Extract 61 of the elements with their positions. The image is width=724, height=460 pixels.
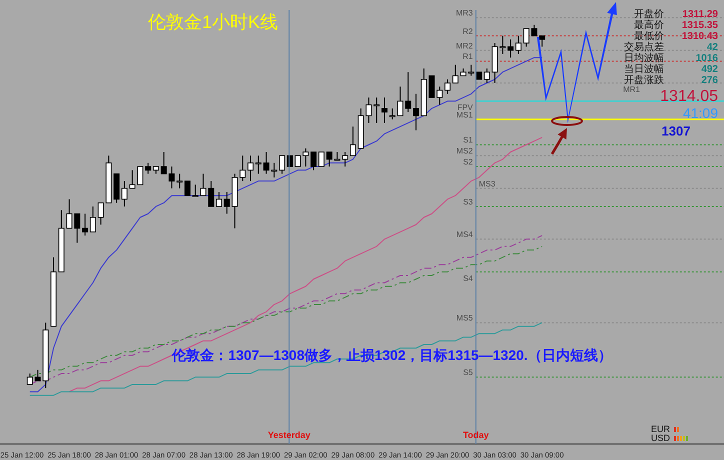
ref-line-label: MR1 <box>623 85 641 94</box>
ref-line-label: MS3 <box>478 179 496 188</box>
text: 1310.43 <box>682 31 718 42</box>
candlestick <box>176 173 183 189</box>
text: 1311.29 <box>682 9 718 20</box>
ref-line-label: MR3 <box>456 8 474 18</box>
text: 42 <box>706 42 718 53</box>
text: 交易点差 <box>624 41 664 53</box>
ref-line-label: MS4 <box>456 230 474 240</box>
text: USD <box>650 433 670 443</box>
candlestick <box>216 191 222 207</box>
text: Today <box>462 430 489 440</box>
candlestick <box>515 35 522 54</box>
candlestick <box>350 126 356 156</box>
candlestick <box>484 68 490 84</box>
ref-line-label: MS1 <box>456 110 474 120</box>
candlestick <box>318 152 324 167</box>
ref-line-label: FPV <box>457 103 474 112</box>
ref-line-label: MS2 <box>456 146 474 156</box>
ref-line-label: R2 <box>462 26 474 36</box>
candlestick <box>208 180 214 207</box>
candlestick <box>444 78 451 94</box>
ref-line-label: S4 <box>463 274 474 283</box>
candlestick <box>508 38 514 58</box>
text: EUR <box>650 424 670 434</box>
candlestick <box>405 72 412 113</box>
candlestick <box>248 155 254 182</box>
text: 开盘价 <box>634 8 664 20</box>
candlestick <box>310 152 317 171</box>
ref-line-label: S2 <box>463 158 474 167</box>
candlestick <box>145 162 152 174</box>
text: 492 <box>701 64 718 75</box>
text: 276 <box>701 75 718 86</box>
candlestick <box>279 155 286 174</box>
candlestick <box>26 373 33 385</box>
candlestick <box>452 64 458 84</box>
ref-line-label: S3 <box>463 197 474 206</box>
candlestick <box>82 213 88 236</box>
candlestick <box>381 97 388 124</box>
candlestick <box>413 93 419 131</box>
candlestick <box>255 155 262 174</box>
candlestick <box>224 191 230 214</box>
ref-line-label: MR2 <box>456 41 474 50</box>
text: 当日波幅 <box>624 63 664 75</box>
annotation: 1307 <box>662 123 690 138</box>
candlestick <box>121 180 128 207</box>
text: Yesterday <box>268 430 310 440</box>
text: 1016 <box>696 53 718 64</box>
ref-line-label: MS5 <box>456 314 474 323</box>
candlestick <box>184 180 190 196</box>
candlestick <box>90 206 96 232</box>
text: 开盘涨跌 <box>624 74 664 86</box>
text: 41:09 <box>682 105 718 121</box>
ref-line-label: R1 <box>462 52 474 62</box>
candlestick <box>342 152 348 168</box>
text: 最高价 <box>634 19 664 31</box>
candlestick <box>539 35 546 48</box>
chart-title: 伦敦金1小时K线 <box>148 12 278 32</box>
ref-line-label: S5 <box>463 368 474 378</box>
text: 1315.35 <box>682 20 718 31</box>
ref-line-label: S1 <box>463 136 474 145</box>
